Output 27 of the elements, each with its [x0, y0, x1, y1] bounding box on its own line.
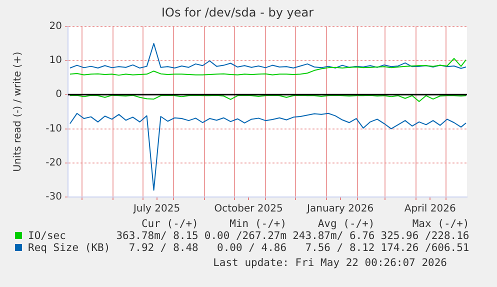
- x-tick-label: January 2026: [306, 204, 374, 215]
- text: 363.78m/ 8.15: [115, 230, 200, 242]
- y-tick-label: -30: [46, 192, 62, 203]
- text: 174.26 /606.51: [380, 242, 470, 254]
- text: 325.96 /228.16: [380, 230, 470, 242]
- text: Cur (-/+): [140, 218, 200, 230]
- y-tick-label: -20: [46, 157, 62, 168]
- legend-label: Req Size (KB): [27, 242, 112, 254]
- text: 7.56 / 8.12: [304, 242, 376, 254]
- y-tick-label: 10: [49, 55, 62, 66]
- text: Avg (-/+): [316, 218, 376, 230]
- x-tick-label: October 2025: [214, 204, 283, 215]
- y-tick-label: 0: [56, 89, 62, 100]
- text: Max (-/+): [411, 218, 470, 230]
- text: 0.00 /267.27m: [203, 230, 288, 242]
- x-tick-label: July 2025: [132, 204, 180, 215]
- text: Last update: Fri May 22 00:26:07 2026: [213, 257, 447, 269]
- y-axis-title: Units read (-) / write (+): [12, 52, 24, 172]
- text: Min (-/+): [228, 218, 288, 230]
- y-tick-label: 20: [49, 20, 62, 32]
- y-tick-label: -10: [46, 123, 62, 134]
- text: 7.92 / 8.48: [128, 242, 200, 254]
- chart-title: IOs for /dev/sda - by year: [161, 5, 314, 20]
- x-tick-label: April 2026: [404, 204, 456, 215]
- text: 0.00 / 4.86: [216, 242, 288, 254]
- text: 243.87m/ 6.76: [292, 230, 376, 242]
- legend-label: IO/sec: [27, 230, 67, 242]
